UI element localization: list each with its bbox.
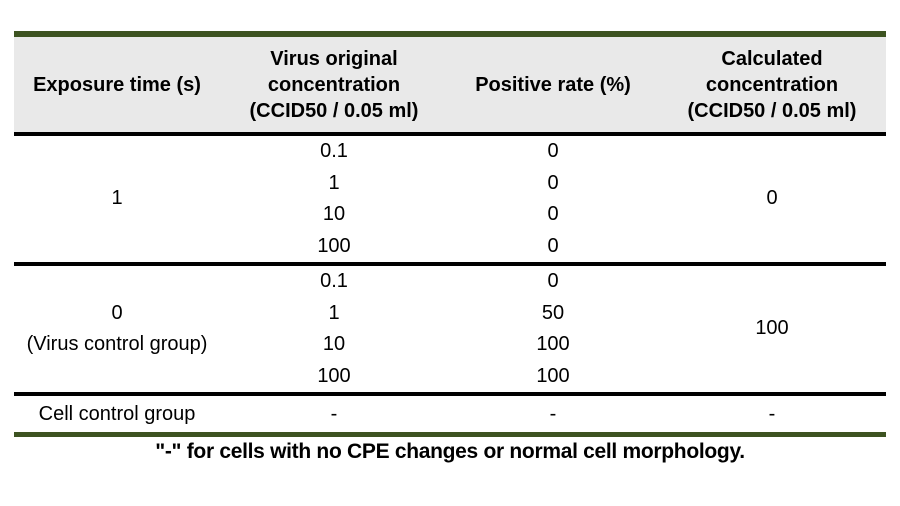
positive-rate-cell: 100	[536, 333, 570, 355]
exposure-time-cell: 0 (Virus control group)	[14, 262, 220, 394]
calculated-concentration-cell: 100	[658, 262, 886, 394]
table-row: 1 0.1 0 0	[14, 134, 886, 209]
calculated-concentration-cell: 0	[766, 187, 778, 210]
positive-rate-cell: 50	[541, 301, 565, 324]
cell-control-label: Cell control group	[14, 392, 220, 437]
table-row: 100 0	[14, 231, 886, 265]
positive-rate-cell: 0	[547, 234, 559, 257]
concentration-cell: 1	[328, 301, 340, 324]
group-virus-control: 0 (Virus control group) 0.1 0 100 1 50 1…	[14, 262, 886, 395]
concentration-cell: 1	[328, 171, 340, 194]
dash-cell: -	[658, 392, 886, 437]
group-exposure-1: 1 0.1 0 0 1 0 10 0 100 0	[14, 134, 886, 264]
concentration-cell: 10	[322, 203, 346, 225]
positive-rate-cell: 0	[547, 171, 559, 194]
table-row: Cell control group - - -	[14, 392, 886, 437]
cell-control-group: Cell control group - - -	[14, 392, 886, 437]
col-header-virus-original-concentration: Virus original concentration (CCID50 / 0…	[220, 34, 448, 136]
col-header-exposure-time: Exposure time (s)	[14, 34, 220, 136]
positive-rate-cell: 0	[448, 262, 658, 298]
concentration-cell: 100	[317, 364, 351, 387]
concentration-cell: 0.1	[220, 262, 448, 298]
results-table: Exposure time (s) Virus original concent…	[14, 31, 886, 437]
concentration-cell: 10	[322, 333, 346, 355]
col-header-calculated-concentration: Calculated concentration (CCID50 / 0.05 …	[658, 34, 886, 136]
table-row: 10 0	[14, 199, 886, 231]
positive-rate-cell: 0	[547, 140, 559, 162]
positive-rate-cell: 0	[547, 203, 559, 225]
concentration-cell: 0.1	[320, 140, 348, 162]
table-row: 100 100	[14, 361, 886, 395]
table-row: 0 (Virus control group) 0.1 0 100	[14, 262, 886, 394]
exposure-time-cell: 1	[111, 187, 123, 210]
concentration-cell: 100	[317, 234, 351, 257]
header-row: Exposure time (s) Virus original concent…	[14, 34, 886, 136]
table-row: 1 0	[14, 168, 886, 200]
positive-rate-cell: 100	[536, 364, 570, 387]
table-header: Exposure time (s) Virus original concent…	[14, 34, 886, 136]
footnote: "-" for cells with no CPE changes or nor…	[155, 440, 745, 463]
table-row: 1 50	[14, 298, 886, 330]
dash-cell: -	[448, 392, 658, 437]
dash-cell: -	[220, 392, 448, 437]
table-row: 10 100	[14, 329, 886, 361]
col-header-positive-rate: Positive rate (%)	[448, 34, 658, 136]
